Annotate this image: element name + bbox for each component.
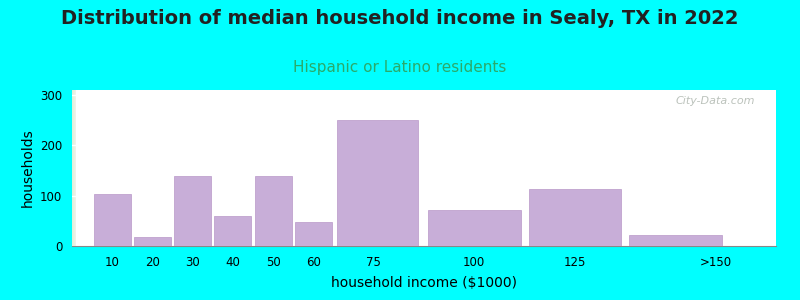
- Bar: [295, 222, 332, 246]
- Bar: [529, 189, 621, 246]
- Bar: [629, 235, 722, 246]
- Bar: [254, 176, 292, 246]
- Bar: [428, 210, 521, 246]
- Bar: [134, 237, 171, 246]
- Bar: [174, 176, 211, 246]
- Bar: [337, 120, 418, 246]
- Bar: [214, 216, 251, 246]
- Text: Distribution of median household income in Sealy, TX in 2022: Distribution of median household income …: [62, 9, 738, 28]
- Bar: [94, 194, 130, 246]
- Y-axis label: households: households: [21, 129, 34, 207]
- X-axis label: household income ($1000): household income ($1000): [331, 276, 517, 290]
- Text: Hispanic or Latino residents: Hispanic or Latino residents: [294, 60, 506, 75]
- Text: City-Data.com: City-Data.com: [675, 96, 755, 106]
